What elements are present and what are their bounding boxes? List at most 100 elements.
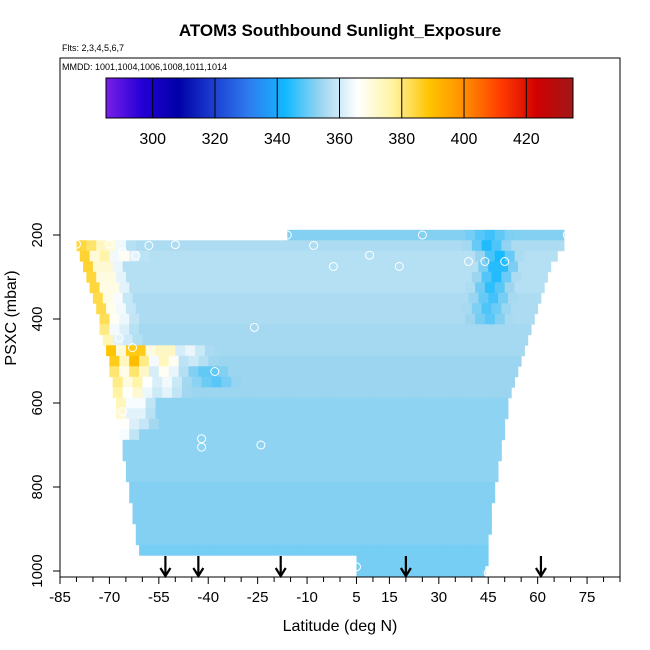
- heatmap-cell: [158, 544, 170, 556]
- heatmap-cell: [402, 534, 413, 546]
- heatmap-cell: [498, 292, 509, 304]
- heatmap-cell: [191, 439, 203, 451]
- heatmap-cell: [287, 492, 298, 504]
- heatmap-cell: [363, 271, 374, 283]
- heatmap-cell: [531, 240, 542, 252]
- heatmap-cell: [336, 366, 347, 378]
- heatmap-cell: [478, 502, 489, 514]
- heatmap-cell: [290, 261, 301, 273]
- heatmap-cell: [336, 481, 347, 493]
- heatmap-cell: [412, 523, 423, 535]
- heatmap-cell: [389, 387, 400, 399]
- heatmap-cell: [369, 292, 380, 304]
- heatmap-cell: [185, 471, 196, 483]
- heatmap-cell: [415, 282, 427, 294]
- heatmap-cell: [274, 345, 285, 357]
- heatmap-cell: [152, 513, 163, 525]
- heatmap-cell: [247, 313, 259, 325]
- heatmap-cell: [257, 313, 268, 325]
- heatmap-cell: [155, 534, 166, 546]
- heatmap-cell: [452, 460, 463, 472]
- flights-subtitle: Flts: 2,3,4,5,6,7: [62, 43, 124, 53]
- heatmap-cell: [214, 408, 226, 420]
- heatmap-cell: [494, 418, 506, 430]
- heatmap-cell: [119, 418, 130, 430]
- heatmap-cell: [181, 502, 193, 514]
- heatmap-cell: [428, 292, 440, 304]
- heatmap-cell: [96, 240, 107, 252]
- heatmap-cell: [168, 418, 179, 430]
- heatmap-cell: [356, 481, 367, 493]
- y-tick-label: 1000: [29, 554, 46, 587]
- heatmap-cell: [402, 345, 413, 357]
- heatmap-cell: [369, 502, 380, 514]
- heatmap-cell: [386, 555, 397, 567]
- heatmap-cell: [290, 376, 301, 388]
- heatmap-cell: [195, 471, 206, 483]
- heatmap-cell: [132, 502, 143, 514]
- heatmap-cell: [122, 387, 133, 399]
- heatmap-cell: [264, 460, 275, 472]
- heatmap-cell: [455, 418, 466, 430]
- heatmap-cell: [396, 429, 407, 441]
- heatmap-cell: [195, 271, 206, 283]
- heatmap-cell: [106, 303, 117, 315]
- heatmap-cell: [287, 544, 298, 556]
- heatmap-cell: [396, 481, 407, 493]
- heatmap-cell: [478, 513, 489, 525]
- heatmap-cell: [307, 481, 318, 493]
- heatmap-cell: [405, 355, 417, 367]
- heatmap-cell: [274, 271, 285, 283]
- heatmap-cell: [396, 555, 407, 567]
- heatmap-cell: [155, 397, 166, 409]
- heatmap-cell: [438, 376, 450, 388]
- heatmap-cell: [356, 229, 367, 241]
- heatmap-cell: [221, 292, 232, 304]
- heatmap-cell: [544, 229, 555, 241]
- heatmap-cell: [465, 313, 476, 325]
- heatmap-cell: [343, 534, 354, 546]
- heatmap-cell: [204, 471, 216, 483]
- heatmap-cell: [264, 534, 275, 546]
- heatmap-cell: [323, 240, 334, 252]
- heatmap-cell: [508, 376, 515, 388]
- heatmap-cell: [313, 471, 324, 483]
- heatmap-cell: [162, 513, 173, 525]
- heatmap-cell: [231, 513, 242, 525]
- heatmap-cell: [386, 418, 397, 430]
- heatmap-cell: [432, 460, 443, 472]
- heatmap-cell: [191, 292, 203, 304]
- heatmap-cell: [537, 261, 548, 273]
- heatmap-cell: [445, 565, 456, 577]
- heatmap-cell: [468, 513, 479, 525]
- heatmap-cell: [359, 261, 371, 273]
- heatmap-cell: [201, 502, 212, 514]
- heatmap-cell: [412, 271, 423, 283]
- heatmap-cell: [534, 250, 545, 262]
- heatmap-cell: [442, 345, 453, 357]
- heatmap-cell: [471, 397, 483, 409]
- heatmap-cell: [442, 271, 453, 283]
- heatmap-cell: [162, 439, 173, 451]
- heatmap-cell: [244, 397, 255, 409]
- heatmap-cell: [165, 397, 176, 409]
- heatmap-cell: [145, 303, 156, 315]
- heatmap-cell: [83, 261, 94, 273]
- heatmap-cell: [349, 292, 361, 304]
- heatmap-cell: [369, 387, 380, 399]
- heatmap-cell: [300, 292, 311, 304]
- heatmap-cell: [468, 376, 479, 388]
- heatmap-cell: [310, 387, 321, 399]
- heatmap-cell: [241, 450, 252, 462]
- heatmap-cell: [504, 313, 515, 325]
- heatmap-cell: [106, 240, 117, 252]
- heatmap-cell: [155, 408, 166, 420]
- heatmap-cell: [392, 345, 403, 357]
- heatmap-cell: [218, 355, 229, 367]
- heatmap-cell: [340, 502, 351, 514]
- heatmap-cell: [343, 471, 354, 483]
- heatmap-cell: [461, 397, 473, 409]
- heatmap-cell: [356, 544, 367, 556]
- heatmap-cell: [198, 492, 209, 504]
- heatmap-cell: [316, 355, 328, 367]
